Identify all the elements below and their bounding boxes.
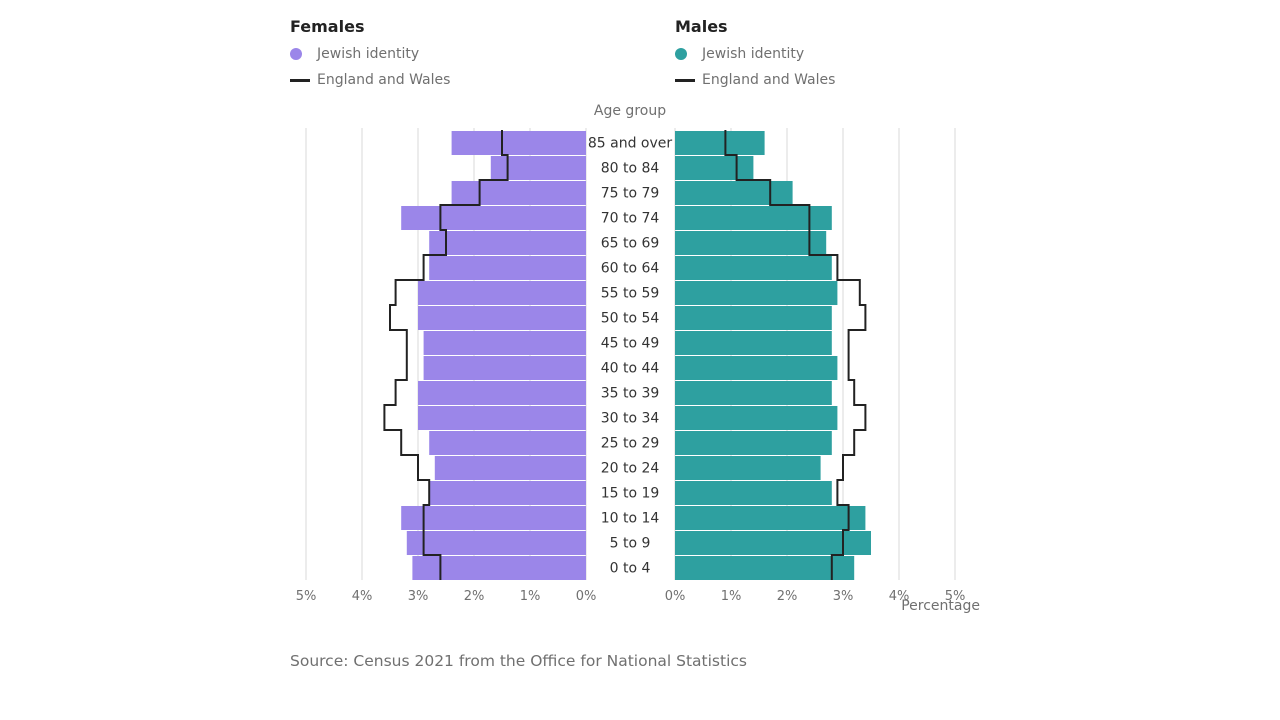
age-group-label: 60 to 64: [601, 261, 660, 277]
age-group-label: 80 to 84: [601, 161, 660, 177]
age-group-label: 10 to 14: [601, 511, 660, 527]
females-legend-line: England and Wales: [290, 72, 450, 88]
male-bar: [675, 406, 838, 430]
male-x-tick-label: 3%: [833, 589, 854, 604]
female-x-tick-label: 1%: [520, 589, 541, 604]
male-bar: [675, 331, 832, 355]
male-x-tick-label: 1%: [721, 589, 742, 604]
male-bar: [675, 531, 871, 555]
female-bar: [418, 306, 586, 330]
female-bar: [406, 531, 586, 555]
male-bar: [675, 181, 793, 205]
male-bar: [675, 256, 832, 280]
female-bar: [434, 456, 586, 480]
age-group-label: 40 to 44: [601, 361, 660, 377]
age-group-label: 15 to 19: [601, 486, 660, 502]
male-bar: [675, 481, 832, 505]
age-group-label: 5 to 9: [610, 536, 651, 552]
source-note: Source: Census 2021 from the Office for …: [290, 652, 747, 670]
male-x-tick-label: 2%: [777, 589, 798, 604]
male-bar: [675, 281, 838, 305]
female-bar: [401, 206, 586, 230]
female-bar: [423, 356, 586, 380]
female-x-tick-label: 3%: [408, 589, 429, 604]
males-legend-line: England and Wales: [675, 72, 835, 88]
age-group-label: 75 to 79: [601, 186, 660, 202]
female-bar: [418, 281, 586, 305]
female-dot-icon: [290, 48, 302, 60]
male-bar: [675, 431, 832, 455]
males-legend-series: Jewish identity: [675, 46, 804, 62]
age-group-label: 25 to 29: [601, 436, 660, 452]
female-bar: [401, 506, 586, 530]
male-bar: [675, 306, 832, 330]
age-group-label: 0 to 4: [610, 561, 651, 577]
female-bar: [490, 156, 586, 180]
female-bar: [412, 556, 586, 580]
males-legend-line-label: England and Wales: [702, 72, 836, 88]
male-bar: [675, 456, 821, 480]
age-group-label: 45 to 49: [601, 336, 660, 352]
female-bar: [429, 256, 586, 280]
age-group-label: 65 to 69: [601, 236, 660, 252]
male-bar: [675, 131, 765, 155]
female-x-tick-label: 0%: [576, 589, 597, 604]
line-icon: [290, 78, 310, 82]
female-x-tick-label: 4%: [352, 589, 373, 604]
female-bar: [429, 431, 586, 455]
line-icon: [675, 78, 695, 82]
female-x-tick-label: 5%: [296, 589, 317, 604]
females-legend-series: Jewish identity: [290, 46, 419, 62]
male-bar: [675, 556, 855, 580]
females-legend-series-label: Jewish identity: [317, 46, 420, 62]
age-group-label: 70 to 74: [601, 211, 660, 227]
female-bar: [451, 131, 586, 155]
male-bar: [675, 506, 866, 530]
age-axis-label: Age group: [594, 103, 666, 119]
male-dot-icon: [675, 48, 687, 60]
male-bar: [675, 381, 832, 405]
x-axis-label: Percentage: [901, 598, 980, 614]
male-england-wales-line: [724, 130, 867, 580]
age-group-label: 20 to 24: [601, 461, 660, 477]
female-bar: [429, 481, 586, 505]
population-pyramid-chart: Age group Percentage 0% 0% 1% 1% 2% 2% 3% 3% 4% 4…: [296, 103, 980, 614]
female-bar: [418, 381, 586, 405]
male-bar: [675, 231, 827, 255]
female-england-wales-line: [383, 130, 509, 580]
males-legend-series-label: Jewish identity: [702, 46, 805, 62]
male-x-tick-label: 5%: [945, 589, 966, 604]
female-x-tick-label: 2%: [464, 589, 485, 604]
females-legend-title: Females: [290, 17, 365, 36]
age-group-label: 85 and over: [588, 136, 673, 152]
male-bar: [675, 356, 838, 380]
female-bar: [423, 331, 586, 355]
male-x-tick-label: 0%: [665, 589, 686, 604]
female-bar: [418, 406, 586, 430]
males-legend-title: Males: [675, 17, 728, 36]
female-bar: [451, 181, 586, 205]
age-group-label: 50 to 54: [601, 311, 660, 327]
age-group-label: 55 to 59: [601, 286, 660, 302]
male-bar: [675, 206, 832, 230]
females-legend-line-label: England and Wales: [317, 72, 451, 88]
age-group-label: 30 to 34: [601, 411, 660, 427]
male-bar: [675, 156, 754, 180]
male-x-tick-label: 4%: [889, 589, 910, 604]
female-bar: [429, 231, 586, 255]
age-group-label: 35 to 39: [601, 386, 660, 402]
